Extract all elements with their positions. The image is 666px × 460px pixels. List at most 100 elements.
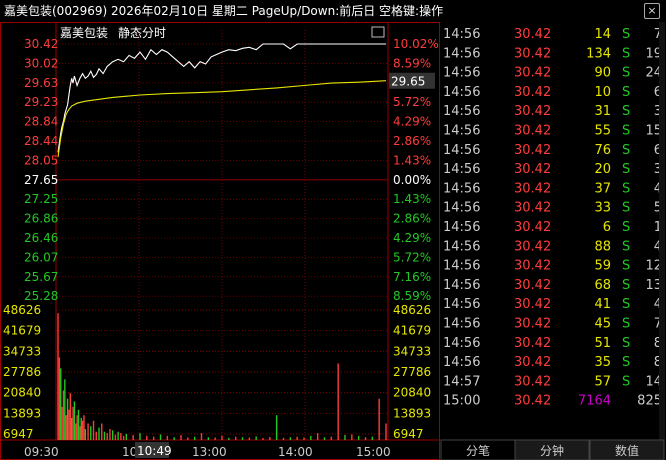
tick-price: 30.42 — [514, 143, 551, 158]
tick-flag: S — [622, 317, 630, 332]
tick-count: 4 — [654, 181, 662, 196]
time-tick-label: 15:00 — [356, 445, 391, 459]
tick-count: 14 — [645, 374, 662, 389]
tick-time: 14:56 — [443, 259, 480, 274]
tick-time: 14:56 — [443, 239, 480, 254]
tick-price: 30.42 — [514, 124, 551, 139]
tick-price: 30.42 — [514, 220, 551, 235]
tick-price: 30.42 — [514, 66, 551, 81]
tick-count: 6 — [654, 85, 662, 100]
tick-volume: 20 — [594, 162, 611, 177]
volume-tick-label-left: 48626 — [3, 303, 41, 317]
tick-time: 14:56 — [443, 46, 480, 61]
price-tick-label: 26.46 — [24, 231, 58, 245]
tick-time: 14:56 — [443, 66, 480, 81]
tick-count: 1 — [654, 220, 662, 235]
tick-flag: S — [622, 104, 630, 119]
time-tick-label: 13:00 — [192, 445, 227, 459]
tick-volume: 31 — [594, 104, 611, 119]
tick-volume: 88 — [594, 239, 611, 254]
tick-count: 8 — [654, 355, 662, 370]
tick-flag: S — [622, 46, 630, 61]
tick-volume: 33 — [594, 201, 611, 216]
chart-mode-label: 静态分时 — [118, 26, 166, 40]
tick-price: 30.42 — [514, 278, 551, 293]
tick-flag: S — [622, 201, 630, 216]
tick-volume: 37 — [594, 181, 611, 196]
tick-count: 24 — [645, 66, 662, 81]
tick-time: 14:56 — [443, 317, 480, 332]
volume-tick-label-left: 20840 — [3, 386, 41, 400]
tick-volume: 68 — [594, 278, 611, 293]
current-price-tag-label: 29.65 — [391, 75, 425, 89]
tick-time: 14:56 — [443, 104, 480, 119]
volume-tick-label-right: 27786 — [393, 365, 431, 379]
tick-time: 14:56 — [443, 27, 480, 42]
tick-volume: 57 — [594, 374, 611, 389]
tick-time: 14:56 — [443, 85, 480, 100]
bottom-tab-label: 分笔 — [466, 443, 490, 458]
tick-time: 15:00 — [443, 394, 480, 409]
volume-tick-label-left: 34733 — [3, 344, 41, 358]
tick-price: 30.42 — [514, 239, 551, 254]
tick-price: 30.42 — [514, 27, 551, 42]
volume-tick-label-right: 20840 — [393, 386, 431, 400]
tick-volume: 51 — [594, 336, 611, 351]
tick-count: 13 — [645, 278, 662, 293]
tick-count: 12 — [645, 259, 662, 274]
tick-volume: 134 — [586, 46, 611, 61]
percent-tick-label: 10.02% — [393, 37, 439, 51]
percent-tick-label: 1.43% — [393, 153, 431, 167]
tick-flag: S — [622, 143, 630, 158]
tick-volume: 55 — [594, 124, 611, 139]
tick-volume: 6 — [603, 220, 611, 235]
price-tick-label: 27.65 — [24, 173, 58, 187]
bottom-tab[interactable] — [589, 439, 665, 460]
tick-count: 15 — [645, 124, 662, 139]
volume-tick-label-left: 13893 — [3, 406, 41, 420]
tick-price: 30.42 — [514, 181, 551, 196]
stock-name: 嘉美包装 — [60, 26, 108, 40]
tick-price: 30.42 — [514, 317, 551, 332]
percent-tick-label: 8.59% — [393, 56, 431, 70]
tick-volume: 76 — [594, 143, 611, 158]
close-icon[interactable]: × — [644, 3, 660, 19]
tick-count: 19 — [645, 46, 662, 61]
price-tick-label: 29.63 — [24, 76, 58, 90]
tick-flag: S — [622, 374, 630, 389]
tick-count: 3 — [654, 104, 662, 119]
percent-tick-label: 5.72% — [393, 250, 431, 264]
volume-tick-label-right: 48626 — [393, 303, 431, 317]
volume-tick-label-right: 34733 — [393, 344, 431, 358]
tick-time: 14:56 — [443, 124, 480, 139]
tick-volume: 7164 — [578, 394, 611, 409]
chart-maximize-icon[interactable] — [371, 26, 385, 38]
percent-tick-label: 0.00% — [393, 173, 431, 187]
tick-count: 4 — [654, 297, 662, 312]
tick-time: 14:56 — [443, 143, 480, 158]
tick-flag: S — [622, 220, 630, 235]
tick-flag: S — [622, 336, 630, 351]
tick-price: 30.42 — [514, 374, 551, 389]
price-tick-label: 28.44 — [24, 134, 58, 148]
price-tick-label: 26.86 — [24, 212, 58, 226]
price-tick-label: 27.25 — [24, 192, 58, 206]
volume-tick-label-right: 13893 — [393, 406, 431, 420]
tick-price: 30.42 — [514, 85, 551, 100]
tick-list-scrollbar[interactable] — [659, 22, 665, 440]
tick-volume: 14 — [594, 27, 611, 42]
price-tick-label: 30.42 — [24, 37, 58, 51]
tick-price: 30.42 — [514, 336, 551, 351]
chart-frame — [0, 22, 440, 460]
average-price-line — [57, 80, 387, 158]
volume-tick-label-right: 6947 — [393, 427, 424, 441]
tick-volume: 59 — [594, 259, 611, 274]
volume-tick-label-right: 41679 — [393, 324, 431, 338]
time-tick-label: 09:30 — [24, 445, 59, 459]
tick-volume: 35 — [594, 355, 611, 370]
bottom-tab[interactable] — [514, 439, 590, 460]
price-line — [57, 43, 386, 153]
tick-flag: S — [622, 297, 630, 312]
percent-tick-label: 2.86% — [393, 212, 431, 226]
